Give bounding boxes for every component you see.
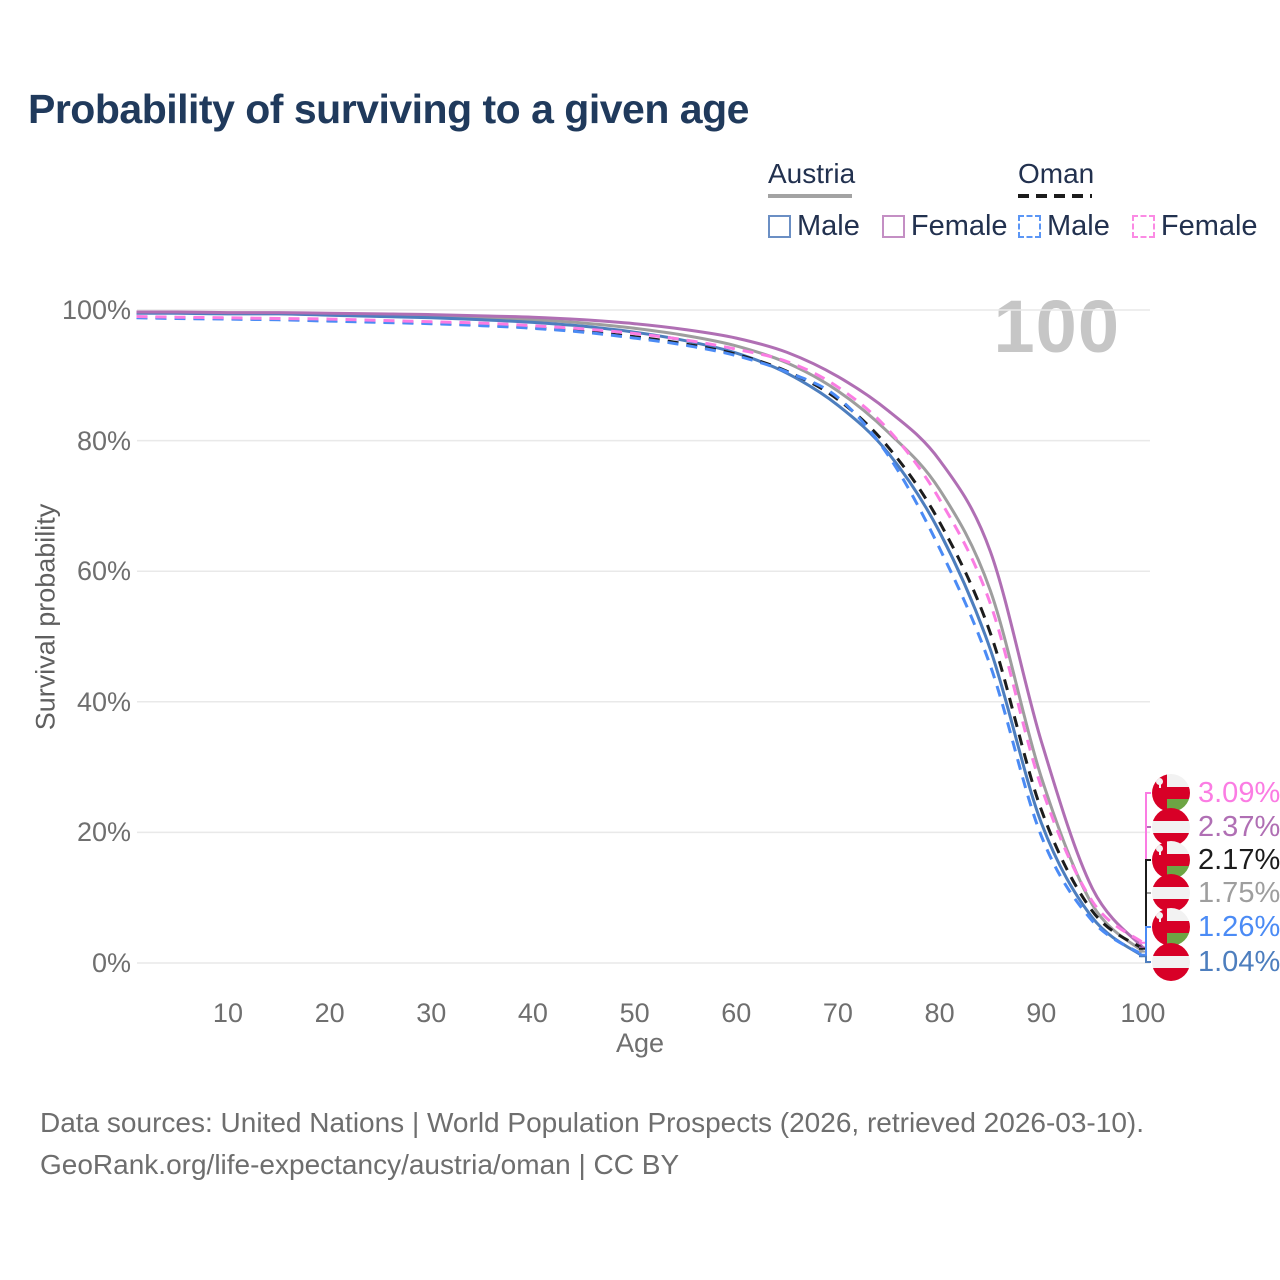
legend-item-label: Male [797, 210, 860, 242]
y-tick-label: 40% [76, 686, 131, 717]
end-label-value: 2.17% [1198, 843, 1280, 876]
austria-flag-icon [1152, 943, 1190, 981]
y-tick-label: 100% [61, 295, 131, 325]
checkbox-oman-male[interactable] [1018, 215, 1041, 238]
curve-oman-male [136, 316, 1144, 957]
x-tick-label: 100 [1120, 998, 1166, 1028]
age-watermark: 100 [993, 285, 1120, 368]
legend-toggle-oman-male[interactable]: Male [1018, 210, 1110, 243]
curve-oman-female [136, 315, 1144, 945]
leader-line [1139, 859, 1151, 950]
end-label-value: 1.26% [1198, 910, 1280, 943]
austria-flag-icon [1152, 874, 1190, 912]
leader-line [1139, 826, 1151, 949]
x-tick-label: 60 [721, 998, 752, 1028]
x-tick-label: 80 [924, 998, 955, 1028]
end-label-row-oman: 3.09% [1152, 774, 1280, 812]
x-tick-label: 10 [212, 998, 243, 1028]
curve-austria-total [136, 311, 1144, 953]
x-tick-label: 90 [1026, 998, 1057, 1028]
legend-item-label: Female [910, 210, 1008, 242]
legend-items-austria: Male Female [768, 210, 1008, 243]
curve-austria-male [136, 311, 1144, 958]
austria-solid-line-swatch [768, 194, 852, 198]
x-tick-label: 50 [619, 998, 650, 1028]
checkbox-austria-male[interactable] [768, 215, 791, 238]
curve-austria-female [136, 310, 1145, 949]
end-label-value: 1.04% [1198, 945, 1280, 978]
legend-items-oman: Male Female [1018, 210, 1258, 243]
leader-line [1139, 955, 1151, 963]
x-tick-label: 20 [314, 998, 345, 1028]
footer-link: GeoRank.org/life-expectancy/austria/oman… [40, 1149, 680, 1180]
end-label-value: 3.09% [1198, 776, 1280, 809]
oman-flag-icon [1152, 774, 1190, 812]
end-label-row-austria: 1.04% [1152, 943, 1280, 981]
legend-item-label: Male [1047, 210, 1110, 242]
legend-group-austria: Austria Male Female [768, 158, 1008, 243]
checkbox-oman-female[interactable] [1131, 215, 1155, 238]
y-tick-label: 0% [91, 948, 131, 978]
end-label-row-austria: 1.75% [1152, 874, 1280, 912]
legend-toggle-austria-female[interactable]: Female [881, 210, 1008, 243]
legend-country-austria: Austria [768, 158, 856, 189]
checkbox-austria-female[interactable] [881, 215, 905, 238]
y-tick-label: 60% [76, 556, 131, 587]
x-tick-label: 70 [822, 998, 853, 1028]
footer-sources: Data sources: United Nations | World Pop… [40, 1107, 1145, 1138]
curve-oman-total [136, 315, 1144, 951]
x-tick-label: 40 [517, 998, 548, 1028]
y-tick-label: 20% [76, 817, 131, 848]
end-label-value: 2.37% [1198, 810, 1280, 843]
oman-dashed-line-swatch [1018, 194, 1092, 198]
end-label-row-oman: 2.17% [1152, 841, 1280, 879]
leader-line [1139, 892, 1151, 953]
x-axis-title: Age [615, 1028, 665, 1058]
end-label-value: 1.75% [1198, 876, 1280, 909]
y-tick-label: 80% [76, 425, 131, 456]
legend-toggle-austria-male[interactable]: Male [768, 210, 860, 243]
footer: Data sources: United Nations | World Pop… [40, 1102, 1144, 1186]
leader-line [1139, 926, 1151, 956]
oman-flag-icon [1152, 908, 1190, 946]
page-title: Probability of surviving to a given age [28, 86, 749, 132]
x-tick-label: 30 [416, 998, 447, 1028]
legend-toggle-oman-female[interactable]: Female [1131, 210, 1258, 243]
end-label-row-oman: 1.26% [1152, 908, 1280, 946]
y-axis-title: Survival probability [30, 503, 61, 731]
legend-country-oman: Oman [1018, 158, 1095, 189]
leader-line [1139, 792, 1151, 944]
legend-item-label: Female [1160, 210, 1258, 242]
legend-group-oman: Oman Male Female [1018, 158, 1258, 243]
